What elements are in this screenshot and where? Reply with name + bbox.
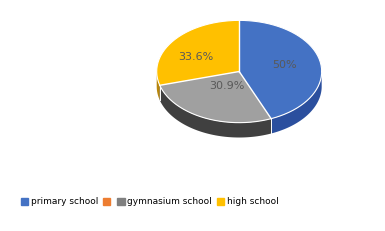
Polygon shape [160,85,271,137]
Legend: primary school, , gymnasium school, high school: primary school, , gymnasium school, high… [18,194,282,210]
Text: 50%: 50% [272,60,297,70]
Text: 33.6%: 33.6% [179,52,214,62]
Text: 30.9%: 30.9% [209,81,244,91]
Polygon shape [157,72,160,100]
Polygon shape [160,72,271,123]
Polygon shape [157,20,239,85]
Polygon shape [271,73,322,134]
Polygon shape [239,20,322,119]
